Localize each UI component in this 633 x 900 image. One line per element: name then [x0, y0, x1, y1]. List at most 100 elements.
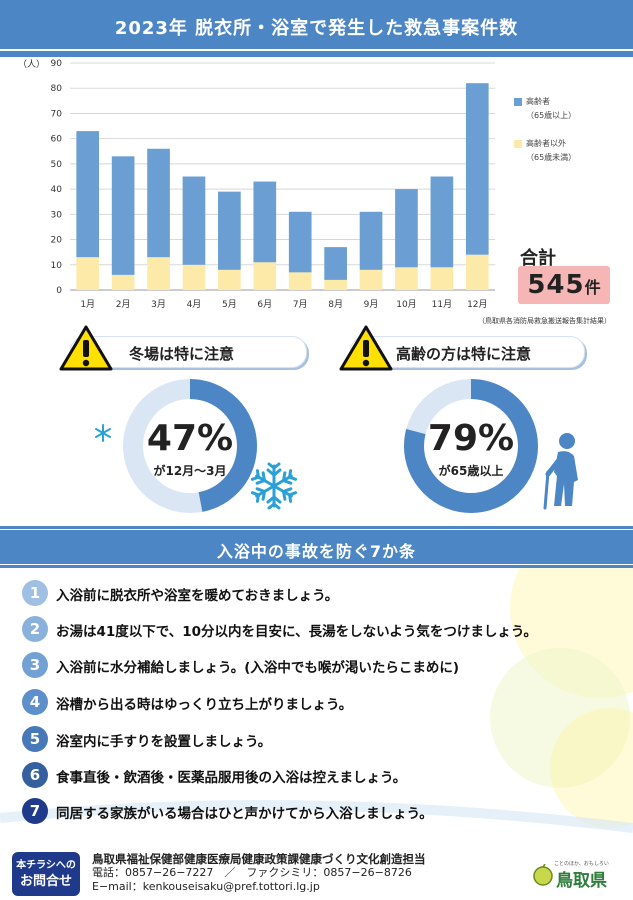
y-tick-label: 20: [51, 236, 63, 246]
total-unit: 件: [584, 278, 601, 297]
bar-segment-elderly: [465, 83, 489, 255]
callout-winter-title: 冬場は特に注意: [129, 345, 235, 363]
title-banner: 2023年 脱衣所・浴室で発生した救急事案件数: [0, 0, 633, 57]
bar-segment-under65: [359, 269, 383, 290]
prefecture-logo: ことのほか、おもしろい 鳥取県: [532, 860, 612, 891]
bar-segment-elderly: [324, 247, 347, 280]
ring-chart-elderly: [404, 379, 538, 513]
y-tick-label: 80: [51, 84, 63, 94]
y-tick-label: 60: [51, 135, 63, 145]
bar-segment-elderly: [288, 211, 312, 273]
source-note: （鳥取県各消防局救急搬送報告集計結果）: [478, 317, 611, 325]
tip-number: 4: [22, 689, 48, 715]
tip-text: 浴槽から出る時はゆっくり立ち上がりましょう。: [56, 697, 353, 713]
footer: [0, 846, 633, 900]
y-tick-label: 10: [51, 261, 63, 271]
caption-winter: が12月～3月: [153, 464, 227, 478]
bar-segment-elderly: [76, 131, 100, 258]
bar-segment-under65: [288, 272, 312, 290]
caption-elderly: が65歳以上: [438, 464, 504, 478]
x-tick-label: 11月: [432, 299, 452, 310]
percent-winter: 47%: [146, 418, 234, 459]
callout-elderly-title: 高齢の方は特に注意: [396, 345, 532, 363]
elderly-person-icon: [543, 433, 578, 510]
x-tick-label: 7月: [293, 299, 308, 310]
ring-chart-winter: [123, 379, 257, 513]
contact-badge-line1: 本チラシへの: [16, 860, 76, 871]
bar-segment-under65: [324, 279, 347, 290]
tip-text: 同居する家族がいる場合はひと声かけてから入浴しましょう。: [56, 806, 433, 822]
snowflake-icon: [250, 462, 298, 510]
logo-name: 鳥取県: [556, 871, 607, 891]
bar-segment-under65: [395, 267, 418, 290]
bar-chart: （人） 0 10 20 30 40 50 60 70 80 90 1月 2月 3月 4月 5月 6月 7月 8月 9月…: [18, 59, 495, 310]
x-tick-label: 3月: [151, 299, 166, 310]
bar-segment-elderly: [182, 176, 206, 265]
contact-badge-line2: お問合せ: [19, 874, 72, 889]
department-name: 鳥取県福祉保健部健康医療局健康政策課健康づくり文化創造担当: [92, 852, 426, 866]
y-tick-label: 50: [51, 160, 63, 170]
x-tick-label: 12月: [467, 299, 487, 310]
bar-segment-under65: [253, 262, 277, 290]
bar-segment-elderly: [111, 156, 135, 275]
legend-nonelderly: 高齢者以外 （65歳未満）: [514, 137, 576, 165]
warning-icon: [339, 325, 393, 371]
tip-number: 2: [22, 616, 48, 642]
bar-segment-under65: [430, 267, 454, 290]
x-tick-label: 9月: [364, 299, 379, 310]
y-tick-label: 30: [51, 210, 63, 220]
bar-segment-elderly: [218, 191, 241, 270]
tip-number: 5: [22, 726, 48, 752]
x-tick-label: 6月: [257, 299, 272, 310]
bar-segment-elderly: [147, 148, 170, 258]
contact-badge: 本チラシへの お問合せ: [12, 852, 80, 896]
tip-text: 食事直後・飲酒後・医薬品服用後の入浴は控えましょう。: [56, 770, 407, 786]
bar-segment-elderly: [253, 181, 277, 263]
page-title: 2023年 脱衣所・浴室で発生した救急事案件数: [114, 18, 519, 39]
callout-winter: 冬場は特に注意: [70, 336, 307, 368]
tip-number: 7: [22, 798, 48, 824]
bar-segment-under65: [111, 274, 135, 290]
bar-segment-under65: [76, 257, 100, 290]
bar-segment-under65: [465, 254, 489, 290]
section-title: 入浴中の事故を防ぐ7か条: [216, 542, 417, 561]
x-tick-label: 10月: [396, 299, 416, 310]
x-tick-label: 4月: [187, 299, 202, 310]
percent-elderly: 79%: [427, 418, 515, 459]
total-label: 合計: [520, 248, 556, 269]
y-tick-label: 0: [56, 286, 62, 296]
bar-segment-elderly: [395, 189, 418, 268]
total-value: 545: [527, 270, 585, 300]
legend-elderly: 高齢者 （65歳以上）: [514, 95, 576, 123]
legend-label-nonelderly: 高齢者以外: [526, 139, 566, 148]
x-tick-label: 1月: [80, 299, 95, 310]
small-snowflake-icon: [95, 424, 111, 442]
tip-text: 入浴前に水分補給しましょう。(入浴中でも喉が渇いたらこまめに): [56, 660, 460, 676]
tip-text: 入浴前に脱衣所や浴室を暖めておきましょう。: [56, 588, 339, 604]
tip-number: 1: [22, 580, 48, 606]
tips-background: [0, 568, 633, 850]
bar-segment-under65: [218, 269, 241, 290]
decorative-circles: [0, 568, 633, 833]
pear-logo-icon: [533, 864, 553, 886]
bar-segment-under65: [182, 264, 206, 290]
tip-text: 浴室内に手すりを設置しましょう。: [56, 734, 272, 750]
legend-swatch-nonelderly: [514, 140, 522, 148]
bar-segment-elderly: [430, 176, 454, 268]
warning-icon: [59, 325, 113, 371]
x-tick-label: 8月: [328, 299, 343, 310]
y-axis-label: （人）: [18, 59, 45, 70]
email-address[interactable]: E−mail：kenkouseisaku@pref.tottori.lg.jp: [92, 880, 320, 893]
legend-sublabel-nonelderly: （65歳未満）: [526, 153, 577, 162]
section-banner: 入浴中の事故を防ぐ7か条: [0, 526, 633, 568]
legend-swatch-elderly: [514, 98, 522, 106]
bar-segment-under65: [147, 257, 170, 290]
tip-text: お湯は41度以下で、10分以内を目安に、長湯をしないよう気をつけましょう。: [56, 624, 538, 640]
tip-number: 6: [22, 762, 48, 788]
legend-label-elderly: 高齢者: [526, 97, 550, 106]
phone-fax: 電話：0857−26−7227 ／ ファクシミリ：0857−26−8726: [92, 866, 412, 879]
contact-info: 鳥取県福祉保健部健康医療局健康政策課健康づくり文化創造担当 電話：0857−26…: [92, 852, 426, 894]
tip-number: 3: [22, 652, 48, 678]
logo-tagline: ことのほか、おもしろい: [554, 861, 609, 867]
callout-elderly: 高齢の方は特に注意: [350, 336, 585, 368]
